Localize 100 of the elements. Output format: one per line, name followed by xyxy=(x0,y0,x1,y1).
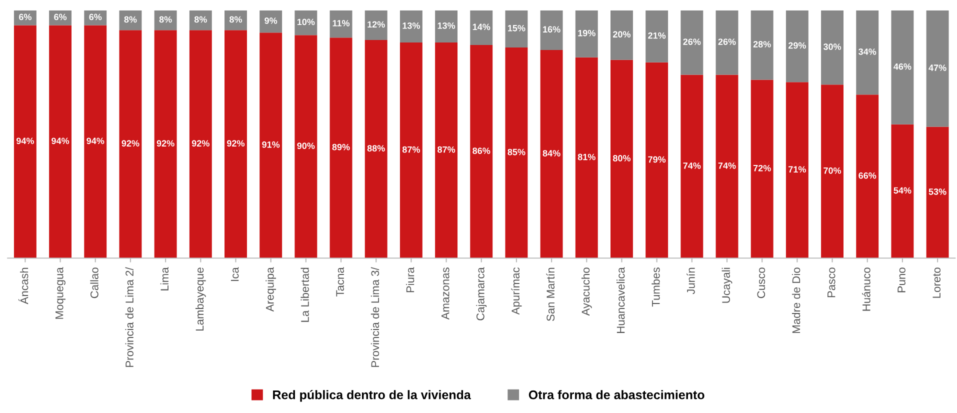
data-label: 16% xyxy=(543,26,560,33)
data-label: 9% xyxy=(264,18,278,24)
bar xyxy=(260,32,282,258)
data-label: 8% xyxy=(159,16,172,23)
bar xyxy=(926,126,949,258)
x-tick-label: Tacna xyxy=(336,267,344,297)
x-tick-label: Provincia de Lima 3/ xyxy=(370,267,380,367)
bar xyxy=(294,10,318,36)
data-label: 87% xyxy=(438,146,456,153)
bar xyxy=(786,10,808,82)
x-tick-label: Áncash xyxy=(18,268,28,304)
data-label: 79% xyxy=(648,156,666,163)
bar xyxy=(364,10,388,40)
data-label: 28% xyxy=(753,41,771,48)
data-label: 86% xyxy=(472,148,490,154)
data-label: 34% xyxy=(858,48,876,55)
x-tick-label: Pasco xyxy=(828,268,836,298)
bar xyxy=(435,10,458,43)
x-tick-label: Huancavelica xyxy=(616,267,625,333)
data-label: 54% xyxy=(894,187,912,194)
data-label: 92% xyxy=(192,140,210,147)
data-label: 84% xyxy=(542,150,560,156)
data-label: 19% xyxy=(578,30,596,36)
bar xyxy=(680,74,704,258)
x-tick-label: Tumbes xyxy=(652,268,660,307)
x-tick-label: Amazonas xyxy=(442,268,450,320)
data-label: 21% xyxy=(648,32,666,39)
bar xyxy=(224,30,247,258)
bar xyxy=(575,10,598,58)
x-tick-label: Huánuco xyxy=(862,268,870,311)
bar xyxy=(575,57,598,258)
bar xyxy=(856,10,879,95)
data-label: 6% xyxy=(54,14,67,20)
data-label: 47% xyxy=(928,64,946,71)
data-label: 92% xyxy=(156,140,174,147)
data-label: 13% xyxy=(402,22,420,29)
data-label: 81% xyxy=(578,154,596,160)
data-label: 12% xyxy=(368,21,385,28)
data-label: 8% xyxy=(230,16,242,23)
x-tick-label: Arequipa xyxy=(266,267,276,312)
bar xyxy=(821,10,844,85)
bar xyxy=(330,10,352,38)
x-tick-label: Cusco xyxy=(757,268,766,298)
bar xyxy=(540,10,563,50)
bar xyxy=(400,42,422,258)
data-label: 89% xyxy=(332,144,350,150)
x-tick-label: Junín xyxy=(686,268,695,294)
data-label: 80% xyxy=(612,155,631,162)
data-label: 26% xyxy=(718,38,736,45)
bar xyxy=(505,10,528,48)
x-tick-label: Moquegua xyxy=(56,267,66,319)
data-label: 11% xyxy=(332,20,350,26)
data-label: 72% xyxy=(753,164,771,172)
x-tick-label: Puno xyxy=(898,268,906,292)
x-tick-label: Madre de Dio xyxy=(792,268,800,333)
data-label: 92% xyxy=(122,140,140,147)
data-label: 90% xyxy=(297,142,315,150)
bar xyxy=(891,10,914,124)
data-label: 71% xyxy=(788,166,806,173)
bar xyxy=(505,47,528,258)
data-label: 14% xyxy=(472,24,490,30)
legend-label: Red pública dentro de la vivienda xyxy=(273,390,471,402)
data-label: 92% xyxy=(227,140,245,147)
data-label: 20% xyxy=(613,31,631,38)
bar xyxy=(470,10,493,46)
data-label: 30% xyxy=(823,44,842,50)
x-tick-label: Loreto xyxy=(932,268,941,298)
x-tick-label: Piura xyxy=(406,267,414,292)
bar xyxy=(786,82,808,258)
x-tick-label: Ica xyxy=(230,267,239,281)
x-tick-label: Ucayali xyxy=(722,268,732,303)
bar xyxy=(540,50,563,258)
bar xyxy=(750,80,774,258)
data-label: 70% xyxy=(824,167,842,174)
bar xyxy=(260,10,282,33)
bar xyxy=(435,42,458,258)
x-tick-label: Cajamarca xyxy=(476,267,487,320)
x-tick-label: Callao xyxy=(90,268,98,298)
bar xyxy=(224,10,247,30)
data-label: 85% xyxy=(508,148,526,156)
data-label: 88% xyxy=(367,145,385,152)
bar xyxy=(680,10,704,75)
data-label: 8% xyxy=(194,16,207,23)
bar xyxy=(610,60,633,258)
bar xyxy=(14,25,36,258)
bar xyxy=(119,30,142,258)
bar xyxy=(84,25,107,258)
data-label: 91% xyxy=(262,141,280,148)
bar xyxy=(821,84,844,258)
bar xyxy=(154,10,177,30)
bar xyxy=(189,30,212,258)
data-label: 94% xyxy=(86,138,104,144)
bar xyxy=(716,74,738,258)
data-label: 6% xyxy=(89,14,102,20)
data-label: 8% xyxy=(124,16,137,23)
bar xyxy=(49,25,72,258)
bar xyxy=(856,94,879,258)
data-label: 26% xyxy=(683,38,701,45)
x-tick-label: San Martín xyxy=(546,268,555,321)
x-tick-label: Provincia de Lima 2/ xyxy=(125,267,134,367)
